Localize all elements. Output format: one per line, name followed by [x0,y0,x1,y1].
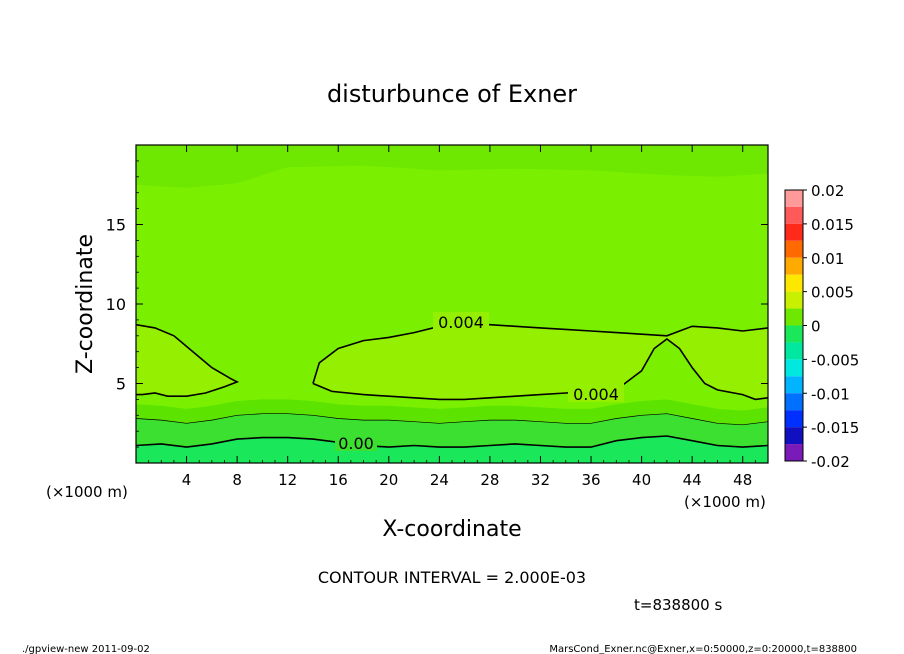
x-tick-label: 16 [329,471,348,489]
x-tick-label: 36 [581,471,600,489]
y-tick-label: 5 [116,375,126,394]
contour-label: 0.00 [338,434,374,453]
contour-line [136,323,240,397]
field-high-center [313,324,768,400]
y-tick-label: 10 [106,295,126,314]
contour-label: 0.004 [573,385,619,404]
colorbar-ticks: 0.02 0.015 0.01 0.005 0 -0.005 -0.01 -0.015 -0.0… [803,182,859,471]
colorbar [785,190,803,461]
colorbar-tick-label: 0.015 [811,216,854,234]
y-axis-title: Z-coordinate [73,234,98,374]
colorbar-swatch [785,410,803,428]
x-tick-label: 4 [182,471,192,489]
field-band-transition [136,399,768,425]
colorbar-tick-label: 0 [811,318,821,336]
footer-right: MarsCond_Exner.nc@Exner,x=0:50000,z=0:20… [549,644,857,654]
colorbar-swatch [785,274,803,292]
colorbar-tick-label: -0.02 [811,453,850,471]
x-tick-label: 12 [278,471,297,489]
x-tick-label: 20 [379,471,398,489]
field-shading [136,145,768,463]
x-axis-title: X-coordinate [382,517,521,542]
footer-left: ./gpview-new 2011-09-02 [22,644,150,654]
colorbar-tick-label: -0.015 [811,419,859,437]
contour-line [136,435,768,448]
contour-label: 0.004 [438,313,484,332]
colorbar-tick-label: 0.02 [811,182,844,200]
x-tick-label: 28 [480,471,499,489]
colorbar-swatch [785,359,803,377]
contour-label-group: 0.004 0.004 0.00 [335,312,624,453]
time-label: t=838800 s [634,596,722,614]
colorbar-tick-label: 0.005 [811,284,854,302]
colorbar-swatch [785,291,803,309]
x-axis: 4 8 12 16 20 24 28 32 36 40 44 48 [148,145,756,489]
y-unit-label: (×1000 m) [46,483,128,501]
colorbar-swatch [785,240,803,258]
colorbar-tick-label: -0.005 [811,351,859,369]
colorbar-swatch [785,257,803,275]
colorbar-swatch [785,190,803,207]
colorbar-swatch [785,308,803,326]
colorbar-swatch [785,223,803,241]
colorbar-swatch [785,393,803,411]
x-tick-label: 44 [683,471,702,489]
colorbar-tick-label: 0.01 [811,250,844,268]
colorbar-swatch [785,342,803,360]
x-tick-label: 48 [733,471,752,489]
contour-line [136,413,768,426]
contour-interval-text: CONTOUR INTERVAL = 2.000E-03 [318,568,586,587]
colorbar-swatch [785,444,803,461]
field-high-left [136,324,238,397]
colorbar-swatch [785,376,803,394]
field-band-low [136,413,768,448]
x-unit-label: (×1000 m) [684,493,766,511]
chart-title: disturbunce of Exner [327,80,577,108]
y-axis: 5 10 15 [106,160,768,448]
plot-area [136,145,768,463]
colorbar-tick-label: -0.01 [811,385,850,403]
x-tick-label: 40 [632,471,651,489]
field-band-upper [136,145,768,188]
x-tick-label: 32 [531,471,550,489]
colorbar-swatch [785,325,803,343]
colorbar-swatch [785,427,803,445]
x-tick-label: 24 [430,471,449,489]
colorbar-swatch [785,206,803,224]
y-tick-label: 15 [106,216,126,235]
x-tick-label: 8 [232,471,242,489]
contour-line [312,323,768,384]
